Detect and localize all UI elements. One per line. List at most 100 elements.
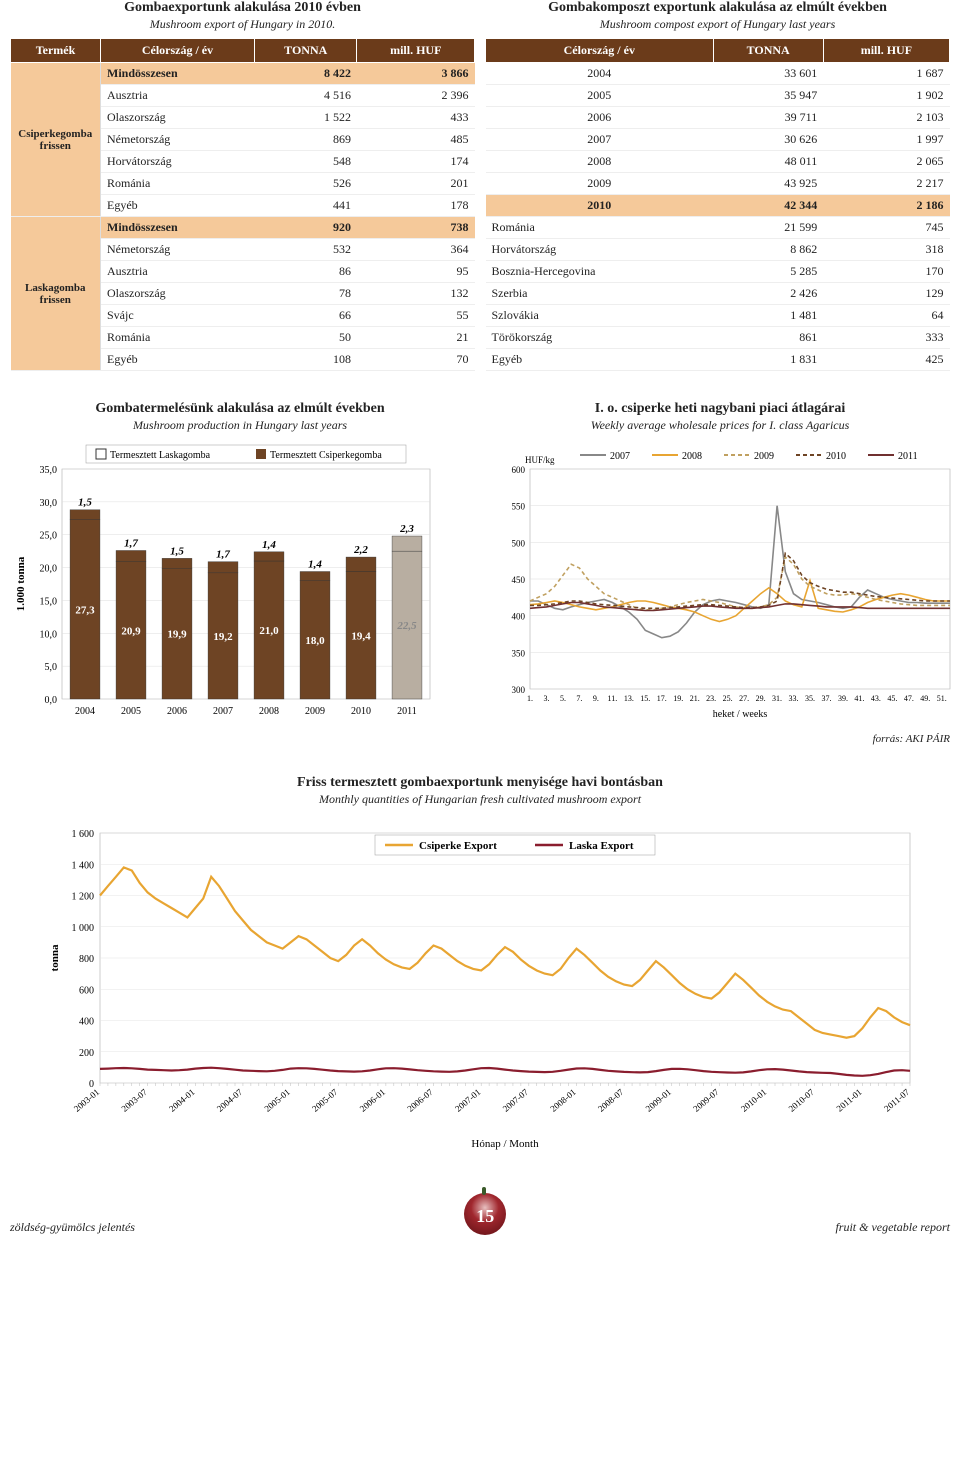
svg-text:2004: 2004	[75, 706, 95, 717]
svg-text:2010-01: 2010-01	[739, 1087, 768, 1114]
svg-text:500: 500	[512, 538, 526, 548]
svg-text:350: 350	[512, 648, 526, 658]
svg-text:17.: 17.	[657, 694, 667, 703]
svg-text:1 400: 1 400	[72, 860, 95, 871]
svg-text:2008-01: 2008-01	[548, 1087, 577, 1114]
svg-text:450: 450	[512, 575, 526, 585]
svg-text:2010: 2010	[826, 451, 846, 462]
price-source: forrás: AKI PÁIR	[490, 733, 950, 745]
export-table-left: TermékCélország / évTONNAmill. HUFCsiper…	[10, 38, 475, 371]
svg-text:51.: 51.	[937, 694, 947, 703]
svg-text:1 200: 1 200	[72, 892, 95, 903]
svg-text:2009-07: 2009-07	[691, 1087, 721, 1114]
bar-chart-subtitle: Mushroom production in Hungary last year…	[10, 418, 470, 433]
svg-text:35.: 35.	[805, 694, 815, 703]
svg-text:800: 800	[79, 954, 94, 965]
table-right-title: Gombakomposzt exportunk alakulása az elm…	[485, 0, 950, 16]
svg-text:400: 400	[512, 612, 526, 622]
price-chart-title: I. o. csiperke heti nagybani piaci átlag…	[490, 401, 950, 417]
monthly-chart-title: Friss termesztett gombaexportunk menyisé…	[10, 775, 950, 791]
table-right-block: Gombakomposzt exportunk alakulása az elm…	[485, 0, 950, 371]
svg-text:1.: 1.	[527, 694, 533, 703]
page-badge: 15	[464, 1193, 506, 1235]
svg-text:2005-07: 2005-07	[310, 1087, 340, 1114]
svg-text:25.: 25.	[723, 694, 733, 703]
svg-text:1,5: 1,5	[78, 497, 92, 509]
svg-text:22,5: 22,5	[396, 620, 417, 632]
svg-text:600: 600	[79, 985, 94, 996]
svg-text:2009-01: 2009-01	[644, 1087, 673, 1114]
footer-right: fruit & vegetable report	[835, 1220, 950, 1235]
table-right-subtitle: Mushroom compost export of Hungary last …	[485, 17, 950, 32]
svg-text:47.: 47.	[904, 694, 914, 703]
svg-text:15.: 15.	[640, 694, 650, 703]
svg-text:5,0: 5,0	[45, 662, 58, 673]
compost-table-right: Célország / évTONNAmill. HUF200433 6011 …	[485, 38, 950, 371]
svg-text:2007: 2007	[610, 451, 630, 462]
svg-text:2011-01: 2011-01	[834, 1087, 863, 1114]
svg-text:30,0: 30,0	[40, 498, 58, 509]
svg-text:45.: 45.	[887, 694, 897, 703]
svg-text:29.: 29.	[756, 694, 766, 703]
svg-text:2010: 2010	[351, 706, 371, 717]
footer-left: zöldség-gyümölcs jelentés	[10, 1220, 135, 1235]
svg-text:27,3: 27,3	[75, 604, 95, 616]
svg-text:13.: 13.	[624, 694, 634, 703]
svg-text:41.: 41.	[854, 694, 864, 703]
svg-text:300: 300	[512, 685, 526, 695]
svg-text:21,0: 21,0	[259, 625, 279, 637]
svg-text:1,7: 1,7	[216, 549, 230, 561]
svg-text:5.: 5.	[560, 694, 566, 703]
svg-text:31.: 31.	[772, 694, 782, 703]
svg-text:18,0: 18,0	[305, 635, 325, 647]
svg-text:37.: 37.	[821, 694, 831, 703]
svg-text:2008: 2008	[682, 451, 702, 462]
middle-charts-row: Gombatermelésünk alakulása az elmúlt éve…	[10, 401, 950, 745]
svg-text:21.: 21.	[690, 694, 700, 703]
svg-text:2,3: 2,3	[399, 523, 414, 535]
svg-text:2009: 2009	[754, 451, 774, 462]
svg-text:0,0: 0,0	[45, 695, 58, 706]
svg-text:23.: 23.	[706, 694, 716, 703]
svg-text:1,5: 1,5	[170, 545, 184, 557]
svg-text:19.: 19.	[673, 694, 683, 703]
svg-text:39.: 39.	[838, 694, 848, 703]
svg-text:2006-01: 2006-01	[358, 1087, 387, 1114]
svg-text:19,2: 19,2	[213, 631, 233, 643]
svg-text:19,9: 19,9	[167, 629, 187, 641]
svg-text:2007-01: 2007-01	[453, 1087, 482, 1114]
bar-chart-block: Gombatermelésünk alakulása az elmúlt éve…	[10, 401, 470, 745]
svg-text:2011: 2011	[898, 451, 918, 462]
svg-text:25,0: 25,0	[40, 531, 58, 542]
svg-text:2004-07: 2004-07	[215, 1087, 245, 1114]
svg-text:19,4: 19,4	[351, 630, 371, 642]
svg-text:33.: 33.	[789, 694, 799, 703]
table-left-block: Gombaexportunk alakulása 2010 évben Mush…	[10, 0, 475, 371]
svg-text:35,0: 35,0	[40, 465, 58, 476]
svg-text:tonna: tonna	[49, 944, 61, 971]
svg-text:2007: 2007	[213, 706, 233, 717]
svg-text:Termesztett Csiperkegomba: Termesztett Csiperkegomba	[270, 450, 382, 461]
monthly-chart-subtitle: Monthly quantities of Hungarian fresh cu…	[10, 792, 950, 807]
svg-text:1 600: 1 600	[72, 829, 95, 840]
svg-text:1,7: 1,7	[124, 537, 138, 549]
svg-text:400: 400	[79, 1017, 94, 1028]
svg-text:10,0: 10,0	[40, 629, 58, 640]
svg-text:1,4: 1,4	[308, 559, 322, 571]
monthly-chart: 02004006008001 0001 2001 4001 600tonna20…	[40, 813, 920, 1153]
svg-text:550: 550	[512, 502, 526, 512]
svg-text:2005-01: 2005-01	[262, 1087, 291, 1114]
svg-text:11.: 11.	[608, 694, 618, 703]
svg-text:49.: 49.	[920, 694, 930, 703]
svg-text:2006: 2006	[167, 706, 187, 717]
svg-text:7.: 7.	[576, 694, 582, 703]
svg-text:2007-07: 2007-07	[501, 1087, 531, 1114]
svg-text:600: 600	[512, 465, 526, 475]
bar-chart: 0,05,010,015,020,025,030,035,01.000 tonn…	[10, 439, 440, 729]
svg-text:3.: 3.	[543, 694, 549, 703]
table-left-title: Gombaexportunk alakulása 2010 évben	[10, 0, 475, 16]
svg-text:2008: 2008	[259, 706, 279, 717]
svg-text:2008-07: 2008-07	[596, 1087, 626, 1114]
svg-text:200: 200	[79, 1048, 94, 1059]
svg-text:2003-01: 2003-01	[72, 1087, 101, 1114]
